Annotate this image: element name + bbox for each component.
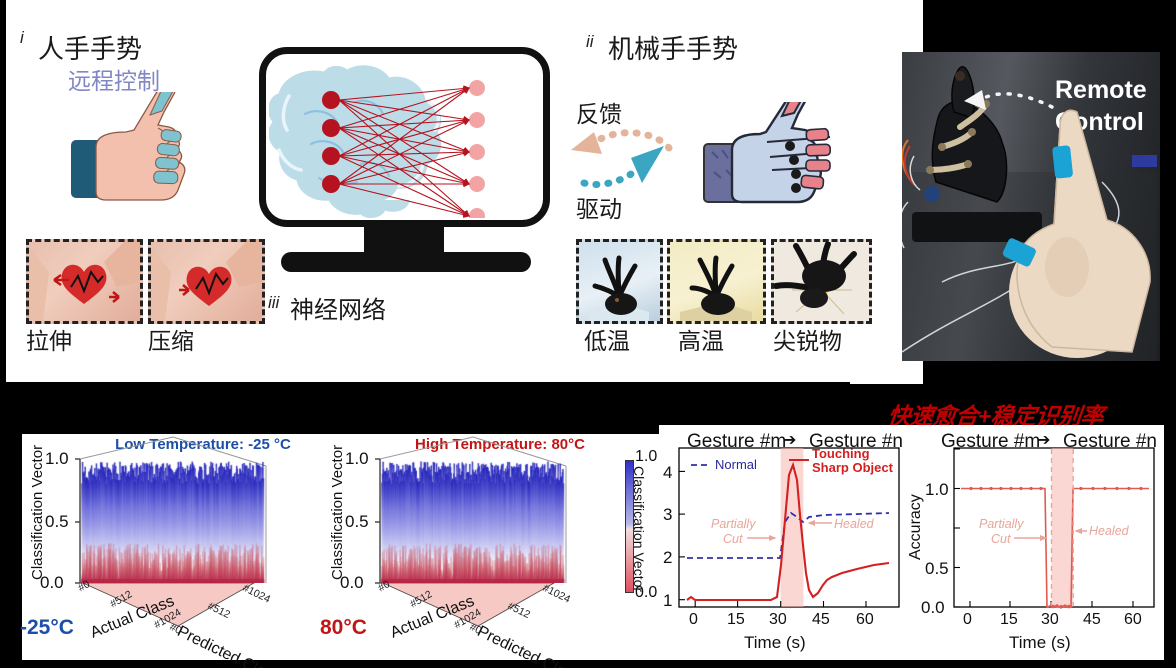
svg-text:Cut: Cut (991, 532, 1011, 546)
svg-text:Sharp Object: Sharp Object (812, 460, 894, 475)
svg-text:Healed: Healed (834, 517, 875, 531)
svg-text:Partially: Partially (711, 517, 756, 531)
svg-text:Normal: Normal (715, 457, 757, 472)
svg-text:Touching: Touching (812, 446, 870, 461)
svg-text:Cut: Cut (723, 532, 743, 546)
svg-text:Remote: Remote (1055, 76, 1147, 104)
svg-text:Partially: Partially (979, 517, 1024, 531)
svg-text:Healed: Healed (1089, 524, 1130, 538)
